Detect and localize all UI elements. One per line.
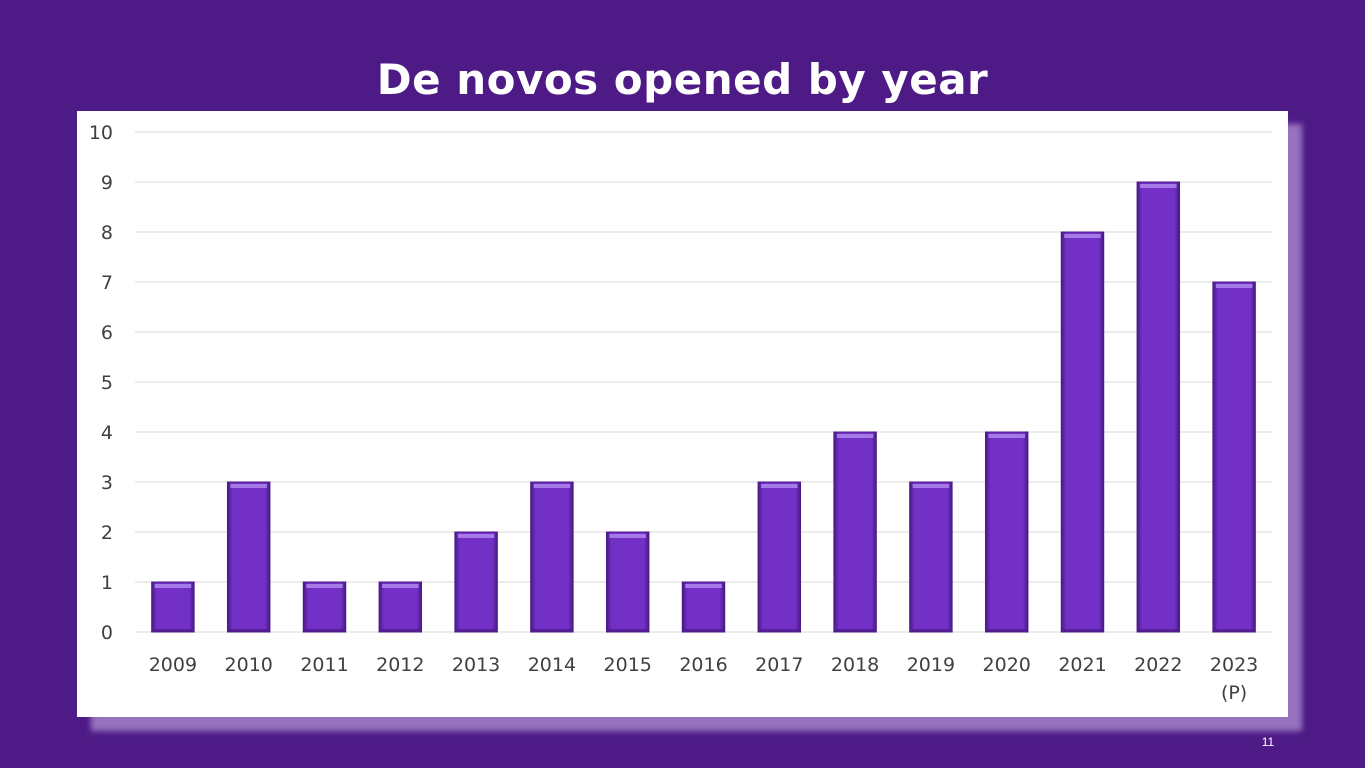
bar-top-bevel [836,434,874,438]
bar-body [757,481,802,633]
x-tick-label: 2019 [907,654,955,676]
x-tick-label: 2015 [604,654,652,676]
x-tick-label: 2014 [528,654,576,676]
x-tick-label: 2009 [149,654,197,676]
bar [833,431,877,633]
x-tick-label: 2023 (P) [1210,654,1258,704]
bar-body [378,581,423,633]
bar-body [530,481,574,633]
bar-top-bevel [533,484,571,488]
bar [757,481,802,633]
bar-body [833,431,877,633]
bar-body [151,581,195,633]
bar-body [1060,231,1105,633]
y-axis-ticks: 0 1 2 3 4 5 6 7 8 9 10 [89,122,113,644]
y-tick-label: 1 [101,572,113,594]
y-tick-label: 0 [101,622,113,644]
y-tick-label: 2 [101,522,113,544]
bar [1136,181,1181,633]
x-tick-label: 2013 [452,654,500,676]
x-tick-label: 2012 [376,654,424,676]
bar-bottom-bevel [760,629,799,632]
bar-bottom-bevel [987,629,1026,632]
bar-body [681,581,726,633]
bar-body [1136,181,1181,633]
bar-bottom-bevel [1063,629,1102,632]
y-tick-label: 5 [101,372,113,394]
bar-bottom-bevel [381,629,420,632]
y-tick-label: 10 [89,122,113,144]
bars [151,181,1256,633]
x-tick-label: 2020 [983,654,1031,676]
x-tick-label: 2022 [1134,654,1182,676]
bar-body [454,531,498,633]
y-tick-label: 4 [101,422,113,444]
bar [226,481,271,633]
x-tick-label: 2018 [831,654,879,676]
bar-body [909,481,953,633]
bar-body [1212,281,1256,633]
y-tick-label: 6 [101,322,113,344]
bar [1212,281,1256,633]
bar-top-bevel [609,534,646,538]
bar-top-bevel [685,584,722,588]
x-tick-label: 2011 [300,654,348,676]
bar-top-bevel [154,584,192,588]
bar [681,581,726,633]
bar-bottom-bevel [1214,629,1254,632]
bar [909,481,953,633]
x-tick-label: 2010 [225,654,273,676]
bar [378,581,423,633]
x-tick-label: 2021 [1058,654,1106,676]
bar-top-bevel [306,584,343,588]
bar-bottom-bevel [684,629,723,632]
bar-chart: 0 1 2 3 4 5 6 7 8 9 10 2009 2010 2011 2012 2013 2014 201… [89,122,1272,704]
y-tick-label: 9 [101,172,113,194]
bar [1060,231,1105,633]
bar [605,531,650,633]
bar-top-bevel [382,584,419,588]
x-axis-ticks: 2009 2010 2011 2012 2013 2014 2015 2016 2017 2018… [149,654,1259,704]
y-tick-label: 8 [101,222,113,244]
y-tick-label: 7 [101,272,113,294]
bar-top-bevel [1140,184,1177,188]
bar-bottom-bevel [153,629,193,632]
slide-title: De novos opened by year [376,55,989,104]
x-tick-label: 2016 [679,654,727,676]
bar [151,581,195,633]
bar-bottom-bevel [456,629,496,632]
chart-panel: 0 1 2 3 4 5 6 7 8 9 10 2009 2010 2011 2012 2013 2014 201… [77,111,1288,717]
bar-bottom-bevel [608,629,647,632]
bar-top-bevel [761,484,798,488]
x-tick-label: 2017 [755,654,803,676]
bar-top-bevel [988,434,1025,438]
page-number: 11 [1261,735,1275,749]
bar-body [984,431,1029,633]
bar-top-bevel [1215,284,1253,288]
bar-top-bevel [230,484,267,488]
bar-bottom-bevel [305,629,344,632]
bar-bottom-bevel [911,629,951,632]
bar [454,531,498,633]
bar [530,481,574,633]
bar [984,431,1029,633]
bar [302,581,347,633]
bar-bottom-bevel [1139,629,1178,632]
bar-top-bevel [1064,234,1101,238]
bar-top-bevel [457,534,495,538]
bar-bottom-bevel [835,629,875,632]
bar-bottom-bevel [229,629,268,632]
bar-body [226,481,271,633]
bar-body [605,531,650,633]
bar-top-bevel [912,484,950,488]
bar-bottom-bevel [532,629,572,632]
y-tick-label: 3 [101,472,113,494]
bar-body [302,581,347,633]
